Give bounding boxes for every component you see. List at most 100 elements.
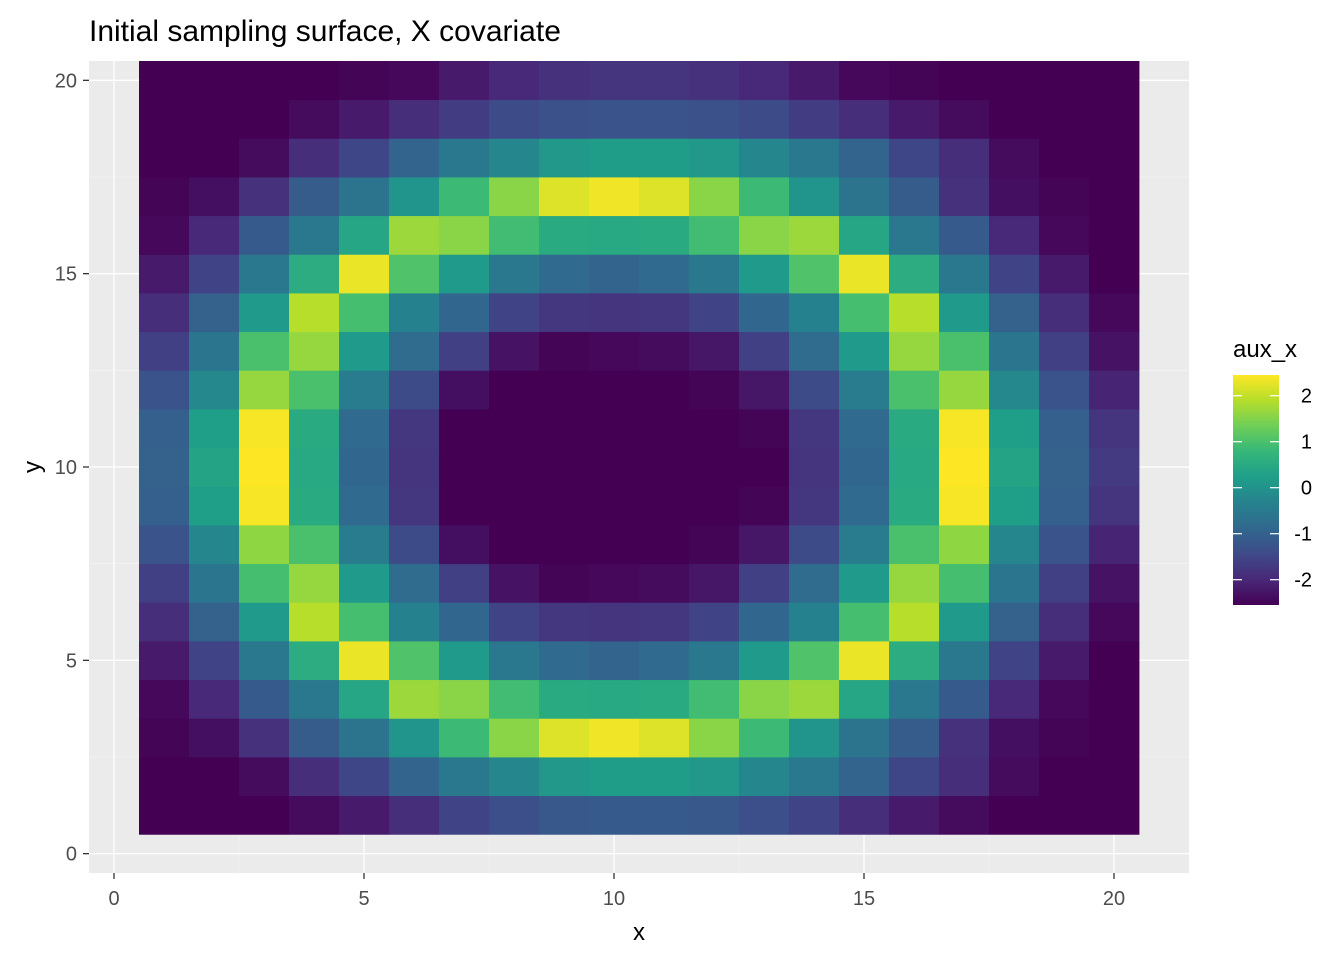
heatmap-tile [189, 138, 240, 178]
heatmap-tile [939, 409, 990, 449]
heatmap-tile [989, 293, 1040, 333]
heatmap-tile [389, 563, 440, 603]
heatmap-tile [489, 331, 540, 371]
heatmap-tile [989, 177, 1040, 217]
heatmap-tile [239, 409, 290, 449]
heatmap-tile [289, 447, 340, 487]
heatmap-tile [339, 602, 390, 642]
heatmap-tile [739, 563, 790, 603]
heatmap-tile [639, 331, 690, 371]
heatmap-tile [689, 99, 740, 139]
heatmap-tile [539, 331, 590, 371]
heatmap-tile [389, 331, 440, 371]
heatmap-tile [839, 177, 890, 217]
heatmap-tile [139, 447, 190, 487]
heatmap-tile [1039, 718, 1090, 758]
heatmap-tile [139, 254, 190, 294]
heatmap-tile [289, 525, 340, 565]
heatmap-tile [589, 293, 640, 333]
heatmap-tile [239, 331, 290, 371]
heatmap-tile [739, 254, 790, 294]
heatmap-tile [589, 409, 640, 449]
heatmap-tile [339, 679, 390, 719]
heatmap-tile [1039, 370, 1090, 410]
heatmap-tile [839, 254, 890, 294]
heatmap-tile [139, 293, 190, 333]
heatmap-tile [439, 679, 490, 719]
heatmap-tile [889, 138, 940, 178]
heatmap-tile [889, 602, 940, 642]
heatmap-tile [339, 61, 390, 101]
heatmap-tile [189, 486, 240, 526]
heatmap-tile [739, 293, 790, 333]
heatmap-tile [239, 679, 290, 719]
heatmap-tile [839, 563, 890, 603]
heatmap-tile [189, 757, 240, 797]
heatmap-tile [1039, 409, 1090, 449]
heatmap-tile [189, 525, 240, 565]
heatmap-tile [1039, 254, 1090, 294]
heatmap-tile [439, 525, 490, 565]
heatmap-tile [1039, 795, 1090, 835]
y-axis-title: y [19, 461, 46, 473]
heatmap-tile [1039, 563, 1090, 603]
heatmap-tile [1039, 293, 1090, 333]
heatmap-tile [989, 525, 1040, 565]
heatmap-tile [489, 409, 540, 449]
heatmap-tile [789, 795, 840, 835]
heatmap-tile [939, 293, 990, 333]
heatmap-tile [639, 641, 690, 681]
heatmap-tile [289, 409, 340, 449]
heatmap-tile [239, 757, 290, 797]
heatmap-tile [389, 718, 440, 758]
heatmap-tile [539, 409, 590, 449]
heatmap-tile [1039, 61, 1090, 101]
heatmap-tile [989, 757, 1040, 797]
heatmap-tile [639, 138, 690, 178]
heatmap-tile [689, 177, 740, 217]
heatmap-tile [1039, 331, 1090, 371]
heatmap-tile [989, 447, 1040, 487]
heatmap-tile [1089, 370, 1140, 410]
heatmap-tile [189, 293, 240, 333]
heatmap-tile [1089, 215, 1140, 255]
heatmap-tile [339, 641, 390, 681]
heatmap-tile [639, 177, 690, 217]
axes: 0 5 10 15 20 0 5 10 15 20 [55, 70, 1125, 910]
heatmap-tile [289, 486, 340, 526]
heatmap-tile [1089, 486, 1140, 526]
legend-break-label: -1 [1294, 524, 1312, 546]
heatmap-tile [1039, 757, 1090, 797]
heatmap-tile [639, 99, 690, 139]
heatmap-tile [539, 254, 590, 294]
heatmap-tile [889, 293, 940, 333]
heatmap-tile [339, 99, 390, 139]
heatmap-tile [289, 293, 340, 333]
heatmap-tile [639, 757, 690, 797]
heatmap-tile [389, 757, 440, 797]
heatmap-tile [489, 61, 540, 101]
heatmap-tile [789, 138, 840, 178]
heatmap-tile [1039, 525, 1090, 565]
heatmap-tile [439, 61, 490, 101]
heatmap-tile [989, 641, 1040, 681]
heatmap-tile [439, 409, 490, 449]
heatmap-tile [939, 718, 990, 758]
heatmap-tile [1089, 447, 1140, 487]
heatmap-tile [1089, 177, 1140, 217]
heatmap-tile [139, 602, 190, 642]
heatmap-tile [189, 602, 240, 642]
heatmap-tile [539, 293, 590, 333]
heatmap-tile [139, 177, 190, 217]
heatmap-tile [789, 563, 840, 603]
y-tick-label: 10 [55, 457, 77, 479]
heatmap-tile [139, 563, 190, 603]
heatmap-tile [539, 718, 590, 758]
heatmap-tile [689, 718, 740, 758]
heatmap-tile [589, 602, 640, 642]
heatmap-tile [189, 447, 240, 487]
heatmap-tile [689, 370, 740, 410]
heatmap-tile [639, 254, 690, 294]
heatmap-tile [439, 99, 490, 139]
